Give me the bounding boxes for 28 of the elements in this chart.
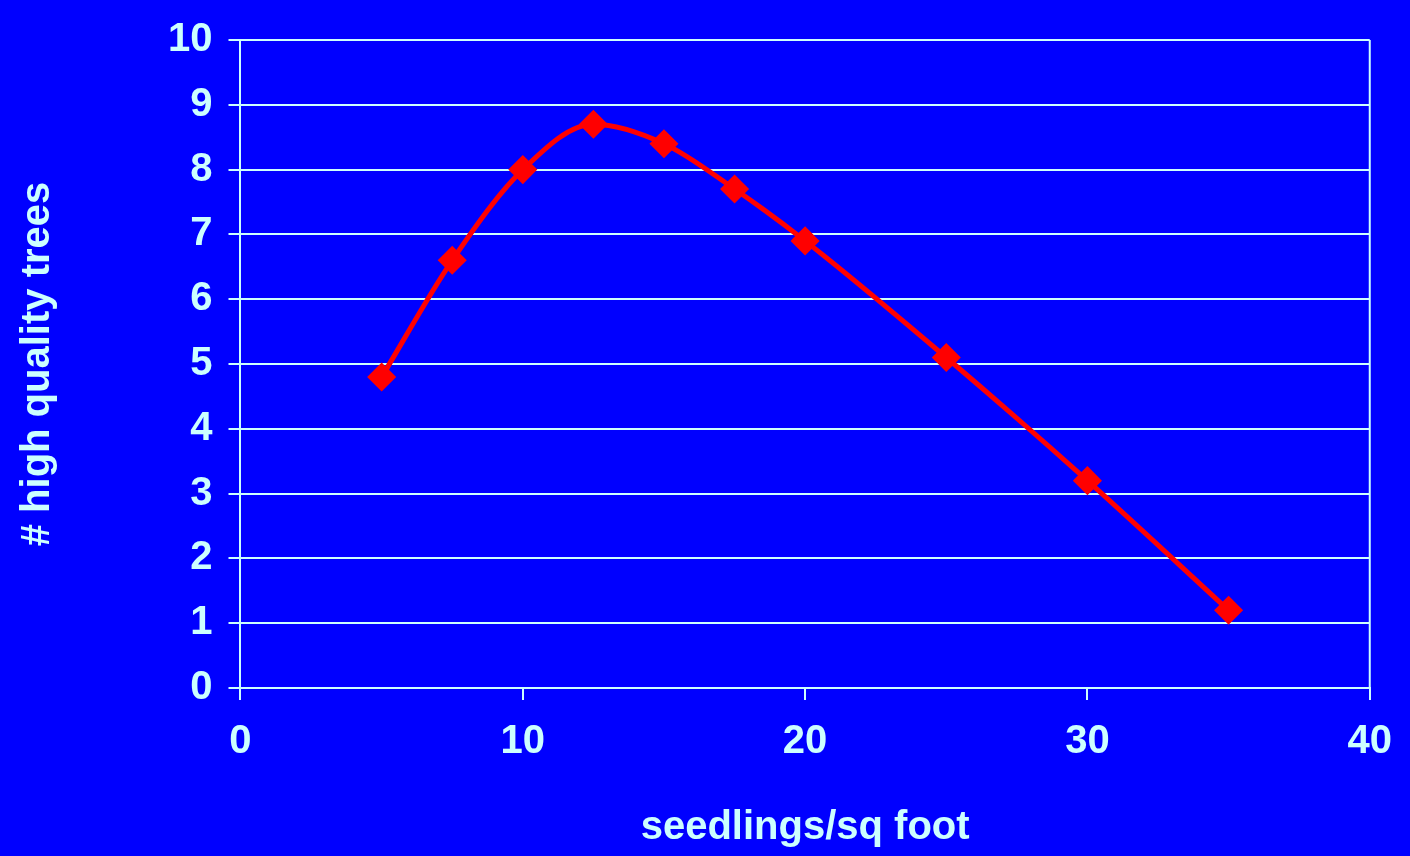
point [438, 246, 466, 274]
point [721, 175, 749, 203]
point [791, 227, 819, 255]
y-tick-label: 4 [190, 403, 214, 448]
y-tick-label: 9 [190, 79, 213, 124]
y-axis-title: # high quality trees [13, 181, 58, 547]
y-tick-label: 8 [190, 144, 213, 189]
y-tick-label: 6 [190, 274, 213, 319]
y-tick-label: 0 [190, 663, 213, 708]
x-tick-label: 40 [1347, 717, 1392, 762]
y-tick-label: 7 [190, 209, 213, 254]
point [650, 130, 678, 158]
x-tick-label: 30 [1065, 717, 1110, 762]
y-tick-label: 2 [190, 533, 213, 578]
y-tick-label: 10 [167, 15, 213, 60]
y-tick-label: 3 [190, 468, 213, 513]
point [368, 363, 396, 391]
y-tick-label: 1 [190, 598, 213, 643]
point [1215, 596, 1243, 624]
x-axis-title: seedlings/sq foot [640, 803, 970, 848]
x-tick-label: 0 [229, 717, 252, 762]
y-tick-label: 5 [190, 339, 213, 384]
x-tick-label: 20 [782, 717, 828, 762]
point [579, 110, 607, 138]
point [1073, 467, 1101, 495]
point [932, 344, 960, 372]
x-tick-label: 10 [500, 717, 546, 762]
point [509, 156, 537, 184]
